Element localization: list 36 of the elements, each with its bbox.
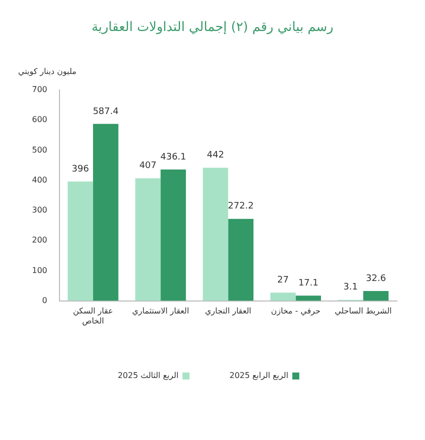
bar — [296, 296, 322, 301]
bar — [135, 178, 161, 301]
y-tick-label: 200 — [32, 236, 48, 245]
data-label: 27 — [277, 276, 289, 286]
legend-label: الربع الرابع 2025 — [230, 371, 288, 380]
x-tick-label: العقار التجاري — [205, 306, 252, 316]
data-label: 436.1 — [160, 152, 186, 162]
y-axis-title: مليون دينار كويتي — [18, 67, 76, 76]
y-tick-label: 500 — [32, 145, 48, 154]
bar — [363, 290, 389, 301]
chart-title: رسم بياني رقم (٢) إجمالي التداولات العقارية — [90, 20, 334, 35]
data-label: 32.6 — [366, 274, 386, 284]
y-tick-label: 100 — [32, 266, 48, 275]
bar — [228, 218, 254, 301]
y-tick-label: 0 — [42, 296, 48, 305]
bar — [93, 124, 118, 301]
y-tick-label: 300 — [32, 206, 48, 215]
y-tick-label: 400 — [32, 175, 48, 184]
data-label: 272.2 — [228, 202, 254, 212]
x-tick-label: الشريط الساحلي — [334, 306, 392, 316]
bar — [160, 169, 186, 301]
x-tick-label: حرفي - مخازن — [270, 306, 320, 316]
bar — [270, 292, 296, 301]
y-tick-label: 600 — [32, 115, 48, 124]
x-tick-label: العقار الاستثماري — [132, 306, 190, 316]
data-label: 587.4 — [92, 106, 119, 117]
x-tick-label: عقار السكن الخاص — [73, 306, 114, 326]
bar — [68, 182, 94, 301]
data-label: 396 — [72, 164, 90, 174]
data-label: 442 — [206, 150, 224, 161]
data-label: 407 — [139, 161, 157, 172]
bar — [202, 168, 228, 301]
y-tick-label: 700 — [32, 85, 48, 94]
legend-label: الربع الثالث 2025 — [118, 371, 179, 380]
data-label: 3.1 — [343, 282, 358, 293]
data-label: 17.1 — [298, 278, 318, 288]
